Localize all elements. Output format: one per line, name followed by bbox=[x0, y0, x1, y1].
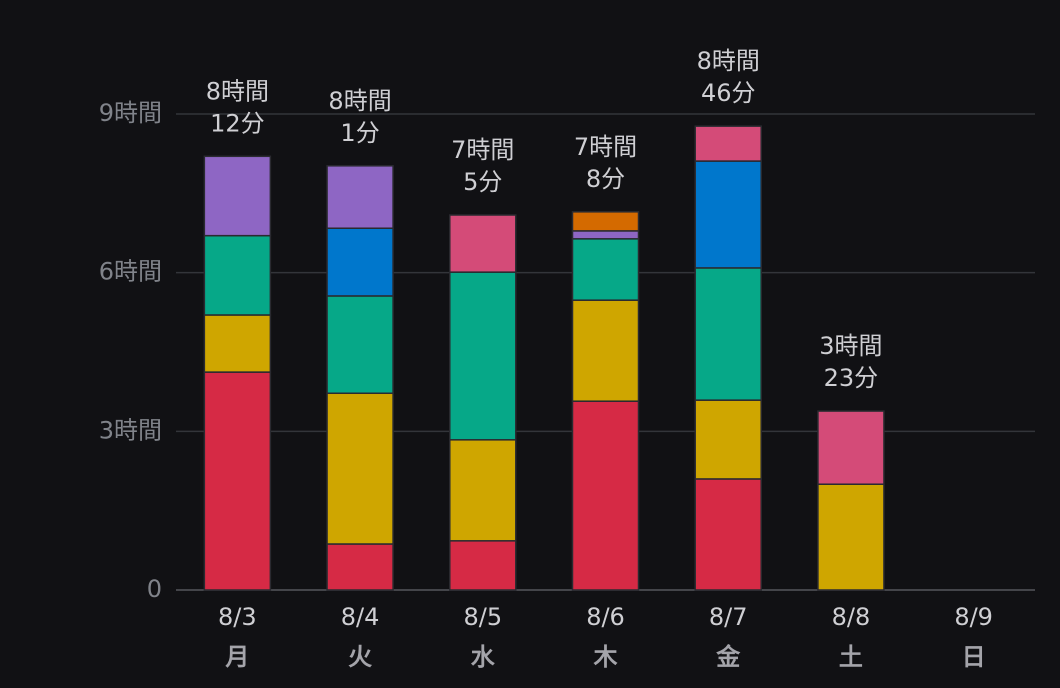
y-tick-label: 0 bbox=[147, 575, 162, 603]
total-label: 3時間 bbox=[819, 332, 882, 360]
bar-segment bbox=[571, 299, 640, 402]
x-tick-label: 8/6 bbox=[586, 603, 625, 631]
bar-segment bbox=[203, 371, 272, 591]
bar-segment bbox=[203, 314, 272, 373]
y-tick-label: 3時間 bbox=[99, 416, 162, 444]
total-label: 8時間 bbox=[328, 87, 391, 115]
bar-segment bbox=[326, 295, 394, 395]
weekday-label: 土 bbox=[839, 643, 863, 671]
bar-segment bbox=[449, 439, 517, 542]
bar-segment bbox=[571, 211, 640, 232]
bar-segment bbox=[449, 540, 517, 591]
bar-segment bbox=[571, 238, 640, 301]
total-label: 8時間 bbox=[206, 77, 269, 105]
bar-segment bbox=[571, 230, 640, 240]
total-label: 7時間 bbox=[574, 133, 637, 161]
weekday-label: 月 bbox=[224, 643, 249, 671]
weekday-label: 金 bbox=[715, 643, 741, 671]
weekday-label: 火 bbox=[348, 643, 372, 671]
x-tick-label: 8/9 bbox=[954, 603, 993, 631]
x-tick-label: 8/5 bbox=[463, 603, 502, 631]
bar-segment bbox=[694, 478, 762, 591]
bar-segment bbox=[817, 483, 885, 591]
bar-segment bbox=[694, 267, 762, 401]
x-tick-label: 8/3 bbox=[218, 603, 257, 631]
total-label: 23分 bbox=[824, 364, 879, 392]
total-label: 7時間 bbox=[451, 136, 514, 164]
bar-segment bbox=[326, 165, 394, 229]
y-tick-label: 9時間 bbox=[99, 99, 162, 127]
x-tick-label: 8/4 bbox=[341, 603, 380, 631]
x-tick-label: 8/8 bbox=[832, 603, 871, 631]
x-tick-label: 8/7 bbox=[709, 603, 748, 631]
bar-segment bbox=[326, 392, 394, 545]
bar-segment bbox=[694, 125, 762, 162]
total-label: 8時間 bbox=[697, 47, 760, 75]
total-label: 12分 bbox=[210, 109, 265, 137]
bar-segment bbox=[203, 234, 272, 316]
bar-segment bbox=[326, 227, 394, 297]
y-tick-label: 6時間 bbox=[99, 258, 162, 286]
weekday-label: 日 bbox=[962, 643, 986, 671]
bar-segment bbox=[449, 271, 517, 441]
total-label: 5分 bbox=[463, 168, 502, 196]
total-label: 8分 bbox=[586, 165, 625, 193]
total-label: 1分 bbox=[340, 119, 379, 147]
total-label: 46分 bbox=[701, 79, 756, 107]
bar-segment bbox=[694, 160, 762, 269]
weekday-label: 木 bbox=[593, 643, 619, 671]
bar-segment bbox=[694, 399, 762, 480]
bar-segment bbox=[817, 410, 885, 485]
bar-segment bbox=[203, 155, 272, 237]
bar-segment bbox=[449, 214, 517, 273]
bar-segment bbox=[571, 400, 640, 591]
bar-segment bbox=[326, 543, 394, 591]
weekday-label: 水 bbox=[471, 643, 496, 671]
